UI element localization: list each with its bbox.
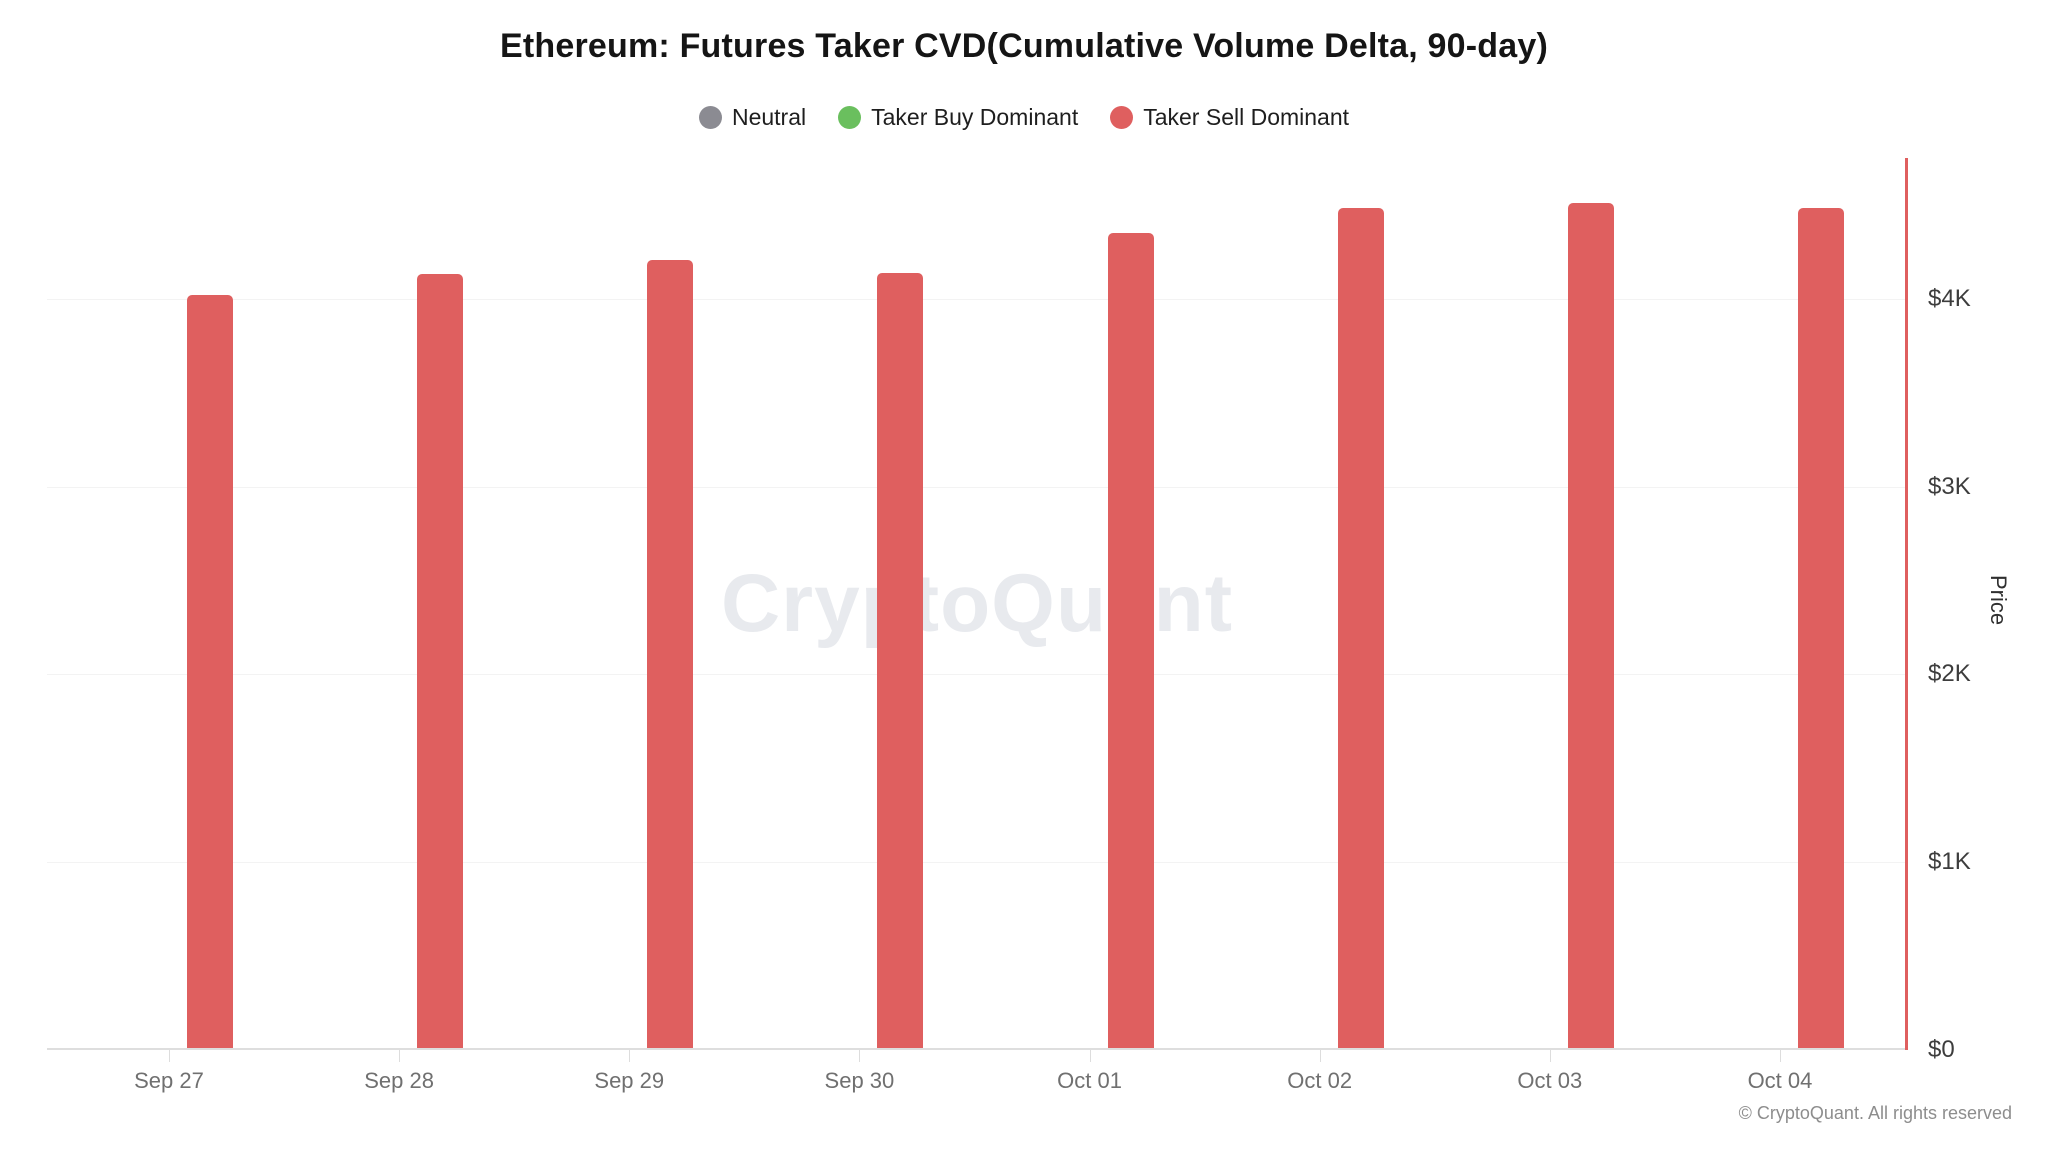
y-tick-label: $4K <box>1928 284 1971 312</box>
x-tick-label: Oct 04 <box>1747 1068 1813 1093</box>
x-tick-label: Oct 03 <box>1517 1068 1583 1093</box>
taker-sell-marker-icon <box>1110 105 1134 129</box>
legend: Neutral Taker Buy Dominant Taker Sell Do… <box>0 101 2048 133</box>
bar-oct-02[interactable] <box>1337 207 1384 1050</box>
x-tick-label: Sep 28 <box>364 1068 434 1093</box>
x-tick-label: Oct 02 <box>1287 1068 1353 1093</box>
x-axis-line <box>47 1048 1907 1050</box>
neutral-marker-icon <box>698 105 722 129</box>
x-tick-mark <box>629 1050 631 1062</box>
copyright-notice: © CryptoQuant. All rights reserved <box>1738 1103 2012 1123</box>
page-title: Ethereum: Futures Taker CVD(Cumulative V… <box>500 27 1548 65</box>
x-tick-mark <box>1089 1050 1091 1062</box>
watermark: CryptoQuant <box>720 558 1234 649</box>
x-tick-mark <box>1779 1050 1781 1062</box>
legend-label: Taker Buy Dominant <box>871 103 1079 130</box>
legend-item-taker-sell-dominant[interactable]: Taker Sell Dominant <box>1110 104 1349 131</box>
legend-item-taker-buy-dominant[interactable]: Taker Buy Dominant <box>838 104 1078 131</box>
gridline <box>47 486 1907 488</box>
bar-oct-03[interactable] <box>1567 203 1614 1050</box>
y-axis-title: Price <box>1986 574 2011 626</box>
x-tick-label: Sep 29 <box>594 1068 665 1093</box>
bar-oct-04[interactable] <box>1797 207 1844 1050</box>
legend-item-neutral[interactable]: Neutral <box>698 103 807 131</box>
x-tick-label: Sep 30 <box>824 1068 895 1093</box>
bar-sep-30[interactable] <box>877 272 924 1050</box>
y-tick-label: $0 <box>1928 1036 1955 1063</box>
y-tick-label: $2K <box>1928 660 1971 688</box>
x-tick-mark <box>1549 1050 1551 1062</box>
legend-label: Taker Sell Dominant <box>1143 103 1350 130</box>
gridline <box>47 298 1907 300</box>
bar-sep-29[interactable] <box>647 260 694 1050</box>
y-tick-label: $3K <box>1928 472 1971 500</box>
price-axis-line <box>1905 158 1908 1050</box>
x-tick-mark <box>1319 1050 1321 1062</box>
bar-oct-01[interactable] <box>1107 233 1154 1050</box>
gridline <box>47 674 1907 676</box>
bar-sep-28[interactable] <box>417 274 464 1050</box>
x-tick-mark <box>169 1050 170 1062</box>
bar-sep-27[interactable] <box>187 295 233 1050</box>
legend-label: Neutral <box>731 103 807 130</box>
gridline <box>47 862 1907 864</box>
x-tick-mark <box>859 1050 861 1062</box>
x-tick-label: Oct 01 <box>1057 1068 1122 1093</box>
taker-buy-marker-icon <box>838 105 862 129</box>
y-tick-label: $1K <box>1928 848 1971 876</box>
x-tick-mark <box>399 1050 401 1062</box>
plot-area: CryptoQuant <box>47 158 1908 1050</box>
x-tick-label: Sep 27 <box>134 1068 204 1093</box>
